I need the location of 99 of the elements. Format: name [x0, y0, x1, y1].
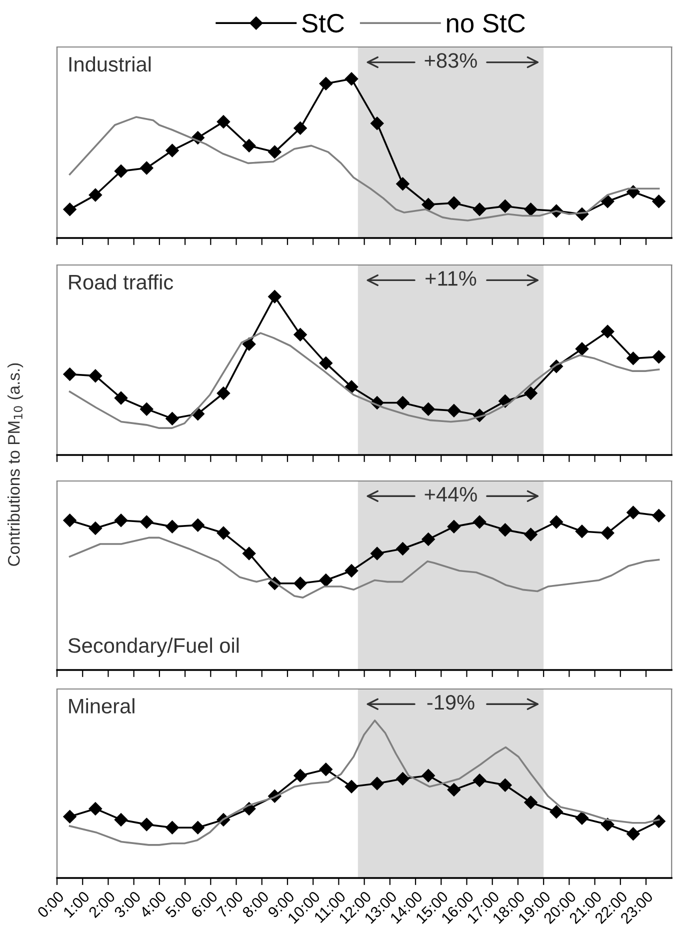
point — [63, 202, 76, 216]
point — [652, 509, 666, 522]
point — [550, 805, 563, 818]
point — [63, 514, 76, 527]
point — [268, 290, 282, 304]
point — [140, 161, 154, 175]
point — [88, 802, 102, 816]
point — [140, 402, 154, 416]
point — [575, 342, 589, 356]
point — [575, 812, 589, 825]
point — [396, 396, 410, 410]
chart-title: Mineral — [69, 698, 134, 714]
chart-title: Road traffic — [69, 274, 174, 290]
point — [319, 356, 332, 370]
point — [370, 776, 384, 790]
point — [601, 194, 614, 208]
point — [140, 818, 154, 832]
point — [88, 188, 102, 202]
point — [447, 520, 461, 534]
point — [344, 380, 358, 394]
point — [524, 796, 538, 809]
point — [268, 145, 282, 159]
point — [166, 412, 179, 426]
x-tick-label: 4:00 — [138, 890, 167, 919]
y-axis-title: Contributions to PM$_{10}$ (a.s.) — [8, 363, 24, 566]
point — [422, 198, 435, 212]
point — [447, 783, 461, 796]
point — [294, 328, 307, 342]
point — [601, 526, 614, 540]
point — [166, 520, 179, 534]
point — [114, 164, 128, 178]
legend-label: no StC — [447, 14, 525, 33]
point — [601, 324, 614, 338]
point — [472, 515, 486, 529]
point — [396, 542, 410, 556]
point — [396, 772, 410, 786]
point — [396, 177, 410, 190]
point — [498, 523, 512, 536]
point — [166, 821, 179, 834]
point — [294, 769, 307, 782]
band-label: -19% — [427, 694, 474, 710]
band-label: +83% — [424, 53, 477, 68]
point — [294, 576, 307, 590]
point — [191, 518, 204, 532]
point — [242, 338, 256, 351]
point — [498, 778, 512, 792]
point — [550, 515, 563, 529]
x-tick-label: 8:00 — [242, 890, 270, 918]
chart-title: Industrial — [69, 56, 151, 72]
x-tick-label: 3:00 — [114, 890, 142, 918]
point — [524, 528, 538, 542]
point — [88, 369, 102, 382]
point — [114, 514, 128, 527]
point — [626, 506, 640, 520]
point — [472, 202, 486, 216]
point — [652, 194, 666, 208]
point — [216, 115, 230, 128]
point — [447, 196, 461, 210]
point — [319, 77, 332, 90]
legend-label: StC — [302, 14, 344, 33]
point — [294, 122, 307, 135]
point — [370, 116, 384, 130]
point — [370, 546, 384, 560]
point — [422, 532, 435, 546]
point — [422, 402, 435, 416]
point — [63, 368, 76, 381]
point — [626, 827, 640, 840]
point — [575, 524, 589, 538]
point — [344, 780, 358, 794]
band-label: +11% — [426, 271, 476, 286]
point — [114, 813, 128, 826]
band-label: +44% — [424, 487, 477, 502]
point — [447, 404, 461, 418]
point — [166, 144, 179, 158]
point — [319, 762, 332, 776]
point — [114, 391, 128, 405]
x-tick-label: 0:00 — [36, 890, 65, 918]
point — [216, 526, 230, 540]
point — [242, 546, 256, 560]
point — [626, 352, 640, 366]
x-tick-label: 7:00 — [216, 890, 244, 918]
x-tick-label: 5:00 — [164, 890, 193, 918]
point — [191, 821, 204, 834]
point — [344, 72, 358, 86]
point — [88, 522, 102, 535]
point — [601, 818, 614, 832]
point — [63, 810, 76, 824]
point — [140, 515, 154, 529]
point — [498, 200, 512, 213]
point — [242, 139, 256, 152]
point — [216, 386, 230, 400]
point — [319, 574, 332, 587]
point — [524, 386, 538, 400]
point — [652, 350, 666, 364]
point — [472, 774, 486, 787]
point — [524, 202, 538, 216]
text: Secondary/Fuel oil — [68, 638, 239, 658]
point — [344, 564, 358, 578]
point — [422, 769, 435, 782]
